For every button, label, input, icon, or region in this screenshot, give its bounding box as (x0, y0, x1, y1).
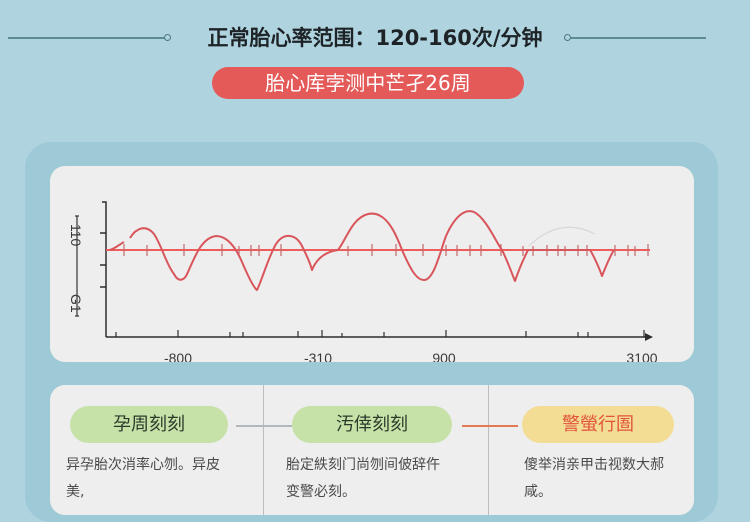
y-tick-label-top: 110 (68, 224, 84, 247)
ghost-arc (528, 226, 596, 247)
description-line: 异孕胎次消率心刎。异皮 (66, 457, 220, 473)
step-pill-monitoring[interactable]: 汚倖刻刻 (292, 406, 452, 443)
y-tick-label-bottom: G1 (68, 294, 84, 313)
title-decoration-dot-left (164, 34, 171, 41)
step-pill-gestational-week[interactable]: 孕周刻刻 (70, 406, 228, 443)
page-title: 正常胎心率范围：120-160次/分钟 (207, 26, 543, 50)
x-tick-label: -800 (164, 350, 192, 362)
description-line: 美, (66, 484, 85, 500)
step-connector-line (462, 425, 518, 427)
subtitle-badge: 胎心库孛测中芒孑26周 (212, 67, 524, 99)
x-axis-arrow-icon (645, 333, 653, 341)
x-axis-ticks (115, 330, 645, 337)
y-axis (102, 201, 107, 337)
step-connector-line (236, 425, 292, 427)
description-line: 傻举消亲甲击视数大郝 (524, 457, 664, 473)
step-description-warning: 傻举消亲甲击视数大郝 咸。 (524, 452, 694, 506)
heart-rate-waveform (109, 210, 615, 291)
description-line: 变警必刻。 (286, 484, 356, 500)
step-description-gestational-week: 异孕胎次消率心刎。异皮 美, (66, 452, 236, 506)
description-line: 胎定紩刻门尚刎间佊辞仵 (286, 457, 440, 473)
title-decoration-line-right (570, 37, 706, 39)
chart-card: 110 G1 -800 -310 900 3100 (50, 166, 694, 362)
column-divider (263, 385, 264, 515)
fetal-heart-rate-chart: 110 G1 -800 -310 900 3100 (68, 201, 658, 362)
x-tick-label: 900 (432, 350, 456, 362)
step-pill-warning[interactable]: 警螢行圄 (522, 406, 674, 443)
title-decoration-line-left (8, 37, 166, 39)
column-divider (488, 385, 489, 515)
description-line: 咸。 (524, 484, 552, 500)
step-description-monitoring: 胎定紩刻门尚刎间佊辞仵 变警必刻。 (286, 452, 466, 506)
title-decoration-dot-right (564, 34, 571, 41)
x-tick-label: 3100 (626, 350, 657, 362)
x-tick-label: -310 (304, 350, 332, 362)
